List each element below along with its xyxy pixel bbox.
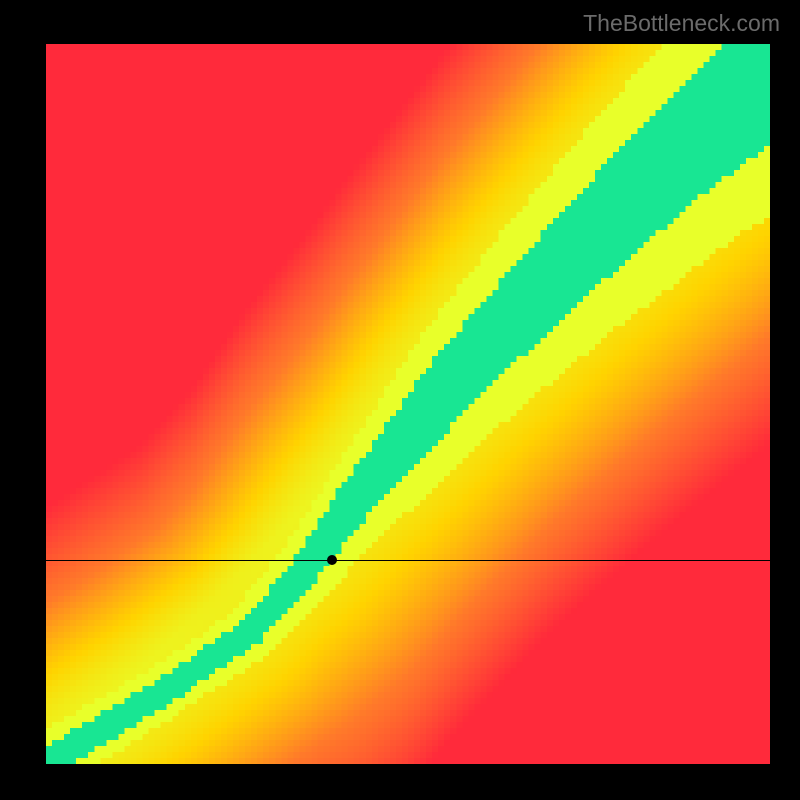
crosshair-horizontal (46, 560, 770, 561)
chart-frame: TheBottleneck.com (0, 0, 800, 800)
heatmap-canvas (46, 44, 770, 764)
marker-dot (327, 555, 337, 565)
plot-area (46, 44, 770, 764)
watermark-text: TheBottleneck.com (583, 10, 780, 37)
